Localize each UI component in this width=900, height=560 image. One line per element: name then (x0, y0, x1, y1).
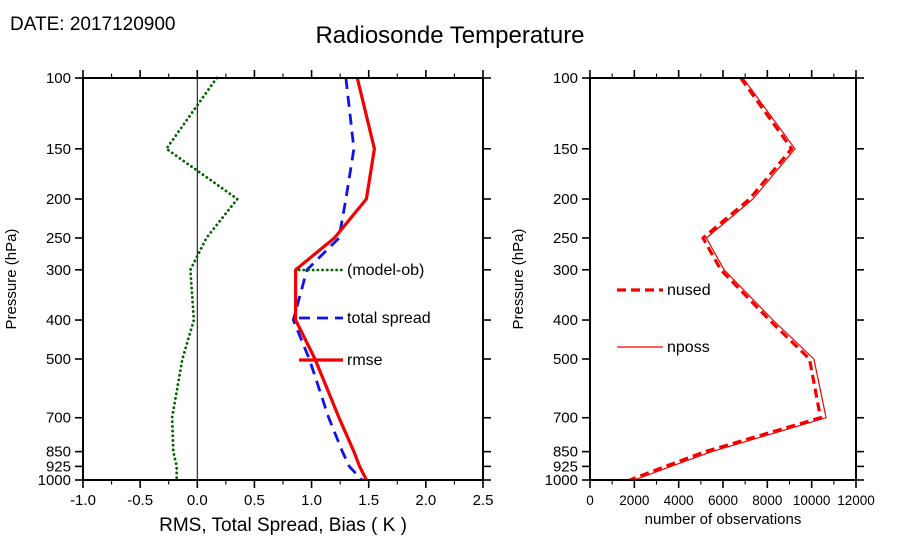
y-tick-label: 925 (46, 458, 71, 475)
left-ylabel: Pressure (hPa) (3, 229, 20, 330)
x-tick-label: 1.0 (301, 492, 322, 509)
y-tick-label: 100 (553, 70, 578, 87)
x-tick-label: 6000 (708, 493, 738, 508)
y-tick-label: 250 (553, 230, 578, 247)
right-panel: 0 2000 4000 6000 8000 10000 12000 100 150 200 250 3… (510, 70, 875, 528)
x-tick-label: 10000 (793, 493, 831, 508)
y-tick-label: 700 (553, 410, 578, 427)
x-tick-label: 12000 (837, 493, 875, 508)
x-tick-label: 4000 (664, 493, 694, 508)
left-series (165, 76, 376, 482)
y-tick-label: 100 (46, 70, 71, 87)
x-tick-label: 0.0 (187, 492, 208, 509)
series-rmse-line (294, 77, 376, 481)
plot-frame (82, 77, 484, 481)
legend-label-model-ob: (model-ob) (347, 262, 424, 279)
y-tick-label: 250 (46, 230, 71, 247)
x-tick-label: -1.0 (70, 492, 96, 509)
y-tick-label: 850 (46, 444, 71, 461)
series-total-spread-line (291, 77, 363, 481)
y-tick-label: 1000 (38, 472, 71, 489)
y-tick-label: 850 (553, 444, 578, 461)
right-series (629, 77, 827, 482)
y-tick-label: 150 (46, 141, 71, 158)
x-tick-label: -0.5 (127, 492, 153, 509)
x-tick-label: 2.0 (415, 492, 436, 509)
x-tick-label: 0 (586, 493, 594, 508)
y-tick-label: 300 (46, 262, 71, 279)
y-tick-label: 150 (553, 141, 578, 158)
left-axes: -1.0 -0.5 0.0 0.5 1.0 1.5 2.0 2.5 100 150 200 250 30… (38, 70, 494, 509)
right-axes: 0 2000 4000 6000 8000 10000 12000 100 150 200 250 3… (545, 70, 875, 508)
y-tick-label: 500 (553, 351, 578, 368)
legend-label-total-spread: total spread (347, 310, 431, 327)
series-nposs-line (634, 77, 827, 481)
x-tick-label: 2.5 (473, 492, 494, 509)
y-tick-label: 300 (553, 262, 578, 279)
y-tick-label: 200 (46, 191, 71, 208)
y-tick-label: 700 (46, 410, 71, 427)
date-label: DATE: 2017120900 (10, 14, 176, 35)
x-tick-label: 1.5 (358, 492, 379, 509)
x-tick-label: 0.5 (244, 492, 265, 509)
right-ylabel: Pressure (hPa) (510, 229, 527, 330)
right-xlabel: number of observations (645, 511, 802, 528)
series-nused-line (629, 77, 823, 482)
y-tick-label: 400 (553, 312, 578, 329)
right-legend: nused nposs (617, 282, 711, 356)
legend-label-nposs: nposs (667, 339, 710, 356)
left-legend: (model-ob) total spread rmse (297, 262, 431, 369)
y-tick-label: 200 (553, 191, 578, 208)
series-model-ob-line (165, 76, 239, 482)
page-title: Radiosonde Temperature (315, 22, 585, 49)
x-tick-label: 8000 (752, 493, 782, 508)
legend-label-rmse: rmse (347, 352, 383, 369)
left-xlabel: RMS, Total Spread, Bias ( K ) (159, 515, 407, 536)
y-tick-label: 500 (46, 351, 71, 368)
legend-label-nused: nused (667, 282, 711, 299)
x-tick-label: 2000 (619, 493, 649, 508)
y-tick-label: 400 (46, 312, 71, 329)
left-panel: -1.0 -0.5 0.0 0.5 1.0 1.5 2.0 2.5 100 150 200 250 30… (3, 70, 493, 536)
y-tick-label: 925 (553, 458, 578, 475)
y-tick-label: 1000 (545, 472, 578, 489)
